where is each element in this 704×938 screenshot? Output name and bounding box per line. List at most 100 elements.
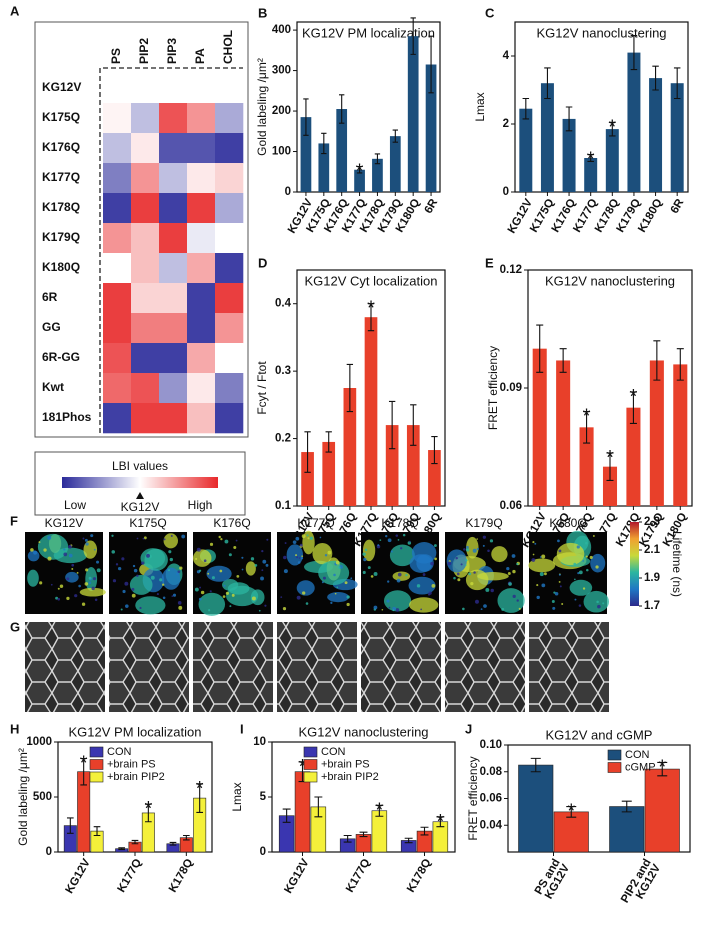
x-tick-label: K178Q xyxy=(405,857,434,895)
speckle xyxy=(465,545,469,549)
cell-blob xyxy=(193,549,212,567)
speckle xyxy=(261,550,264,553)
panel-letter: H xyxy=(10,721,19,736)
speckle xyxy=(283,569,288,574)
significance-star: * xyxy=(356,161,364,183)
speckle xyxy=(228,553,232,557)
bar xyxy=(322,441,336,506)
speckle xyxy=(447,561,452,566)
speckle xyxy=(167,569,171,572)
speckle xyxy=(460,563,463,566)
speckle xyxy=(78,584,81,588)
legend-swatch xyxy=(303,759,318,770)
heatmap-cell xyxy=(103,103,132,134)
error-bar xyxy=(325,431,332,453)
speckle xyxy=(532,541,535,544)
row-label: K177Q xyxy=(42,170,80,184)
significance-star: * xyxy=(608,116,616,138)
speckle xyxy=(559,585,562,588)
y-tick-label: 500 xyxy=(33,791,52,803)
speckle xyxy=(489,539,494,543)
heatmap-cell xyxy=(131,133,160,164)
speckle xyxy=(283,555,287,560)
speckle xyxy=(536,595,540,600)
bar xyxy=(300,117,312,192)
speckle xyxy=(470,582,474,586)
heatmap-cell xyxy=(131,193,160,224)
speckle xyxy=(225,591,230,595)
bar xyxy=(602,466,618,506)
cell-blob xyxy=(286,544,304,566)
speckle xyxy=(362,570,366,574)
heatmap-cell xyxy=(215,253,244,284)
error-bar xyxy=(673,67,681,100)
speckle xyxy=(464,564,467,566)
speckle xyxy=(209,542,214,546)
colorbar-title: LBI values xyxy=(112,459,168,473)
speckle xyxy=(112,579,117,583)
speckle xyxy=(235,539,238,542)
bar xyxy=(562,118,576,192)
heatmap-cell xyxy=(103,163,132,194)
cell-blob xyxy=(206,565,232,582)
speckle xyxy=(420,608,423,611)
speckle xyxy=(115,563,119,566)
y-tick-label: 0.09 xyxy=(500,382,522,394)
legend-swatch xyxy=(89,771,104,783)
error-bar xyxy=(346,363,354,413)
speckle xyxy=(295,554,298,557)
speckle xyxy=(88,581,92,585)
row-label: K178Q xyxy=(42,200,80,214)
speckle xyxy=(262,559,267,564)
speckle xyxy=(297,561,301,564)
speckle xyxy=(163,538,166,541)
colorbar-marker xyxy=(136,492,144,499)
speckle xyxy=(324,554,328,557)
colorbar-tick-label: 2.1 xyxy=(644,544,661,556)
speckle xyxy=(131,587,135,591)
speckle xyxy=(241,556,244,559)
speckle xyxy=(136,574,139,578)
speckle xyxy=(589,555,593,560)
speckle xyxy=(390,550,393,553)
speckle xyxy=(392,609,395,612)
legend-label: CON xyxy=(625,749,650,761)
error-bar xyxy=(544,67,551,100)
error-bar xyxy=(356,165,363,174)
heatmap-cell xyxy=(159,343,188,374)
x-tick-label: KG12V xyxy=(282,857,311,896)
y-tick-label: 0.04 xyxy=(480,819,503,831)
bar xyxy=(609,806,645,853)
significance-star: * xyxy=(436,811,444,833)
speckle xyxy=(120,608,123,611)
speckle xyxy=(578,604,582,607)
speckle xyxy=(57,597,61,601)
bar xyxy=(519,108,533,192)
speckle xyxy=(578,570,583,575)
heatmap-cell xyxy=(103,73,132,104)
speckle xyxy=(200,590,205,595)
legend-swatch xyxy=(303,771,318,783)
speckle xyxy=(508,582,512,586)
speckle xyxy=(96,560,100,564)
y-tick-label: 1000 xyxy=(26,736,52,748)
cell-blob xyxy=(362,539,376,562)
heatmap-cell xyxy=(103,343,132,374)
bar xyxy=(364,317,378,506)
speckle xyxy=(284,542,287,545)
speckle xyxy=(224,539,229,544)
error-bar xyxy=(93,826,101,837)
column-label: CHOL xyxy=(221,30,235,64)
speckle xyxy=(194,587,199,592)
speckle xyxy=(322,576,326,580)
speckle xyxy=(92,577,97,581)
speckle xyxy=(266,538,269,541)
significance-star: * xyxy=(630,386,638,408)
bar xyxy=(518,764,554,853)
speckle xyxy=(330,601,333,604)
y-tick-label: 0 xyxy=(503,186,509,198)
plot-frame xyxy=(514,21,689,193)
error-bar xyxy=(609,121,616,137)
speckle xyxy=(531,558,536,562)
